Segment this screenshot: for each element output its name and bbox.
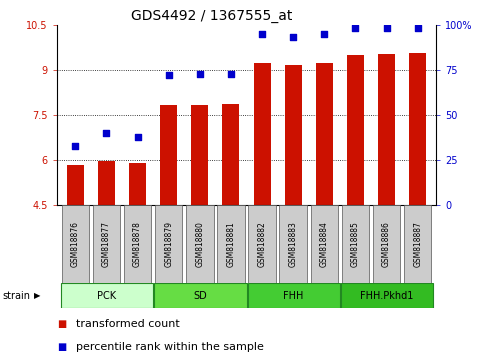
FancyBboxPatch shape — [404, 205, 431, 283]
FancyBboxPatch shape — [93, 205, 120, 283]
Text: PCK: PCK — [97, 291, 116, 301]
Text: GSM818877: GSM818877 — [102, 221, 111, 267]
FancyBboxPatch shape — [341, 283, 433, 308]
Bar — [160, 105, 177, 205]
Point — [289, 35, 297, 40]
Text: GSM818882: GSM818882 — [257, 221, 267, 267]
Text: GSM818876: GSM818876 — [71, 221, 80, 267]
Bar — [409, 53, 426, 205]
Point — [196, 71, 204, 76]
Text: percentile rank within the sample: percentile rank within the sample — [76, 342, 264, 352]
Text: strain: strain — [2, 291, 31, 301]
Text: GSM818885: GSM818885 — [351, 221, 360, 267]
FancyBboxPatch shape — [342, 205, 369, 283]
Text: ■: ■ — [57, 342, 66, 352]
Text: GSM818880: GSM818880 — [195, 221, 204, 267]
Bar — [222, 104, 240, 205]
Point — [258, 31, 266, 37]
Bar — [316, 63, 333, 205]
Bar — [378, 54, 395, 205]
Text: GSM818881: GSM818881 — [226, 221, 236, 267]
Bar — [253, 63, 271, 205]
Text: GSM818884: GSM818884 — [320, 221, 329, 267]
Bar — [347, 55, 364, 205]
Point — [103, 130, 110, 136]
Text: GDS4492 / 1367555_at: GDS4492 / 1367555_at — [131, 9, 293, 23]
Point — [414, 25, 422, 31]
Text: GSM818878: GSM818878 — [133, 221, 142, 267]
Point — [227, 71, 235, 76]
Point — [352, 25, 359, 31]
FancyBboxPatch shape — [280, 205, 307, 283]
FancyBboxPatch shape — [186, 205, 213, 283]
Text: GSM818887: GSM818887 — [413, 221, 422, 267]
Point — [71, 143, 79, 149]
Point — [165, 73, 173, 78]
Bar — [129, 162, 146, 205]
FancyBboxPatch shape — [124, 205, 151, 283]
Bar — [98, 161, 115, 205]
FancyBboxPatch shape — [61, 283, 153, 308]
Bar — [67, 165, 84, 205]
Text: transformed count: transformed count — [76, 319, 180, 329]
Bar — [284, 65, 302, 205]
Bar — [191, 105, 209, 205]
FancyBboxPatch shape — [311, 205, 338, 283]
Text: GSM818883: GSM818883 — [289, 221, 298, 267]
Text: GSM818886: GSM818886 — [382, 221, 391, 267]
Text: FHH: FHH — [283, 291, 303, 301]
Point — [320, 31, 328, 37]
FancyBboxPatch shape — [373, 205, 400, 283]
Text: GSM818879: GSM818879 — [164, 221, 173, 267]
FancyBboxPatch shape — [248, 283, 340, 308]
Point — [134, 134, 141, 139]
FancyBboxPatch shape — [154, 283, 246, 308]
Text: ▶: ▶ — [34, 291, 40, 300]
Text: FHH.Pkhd1: FHH.Pkhd1 — [360, 291, 413, 301]
FancyBboxPatch shape — [62, 205, 89, 283]
FancyBboxPatch shape — [155, 205, 182, 283]
Text: ■: ■ — [57, 319, 66, 329]
Point — [383, 25, 390, 31]
FancyBboxPatch shape — [217, 205, 245, 283]
Text: SD: SD — [193, 291, 207, 301]
FancyBboxPatch shape — [248, 205, 276, 283]
